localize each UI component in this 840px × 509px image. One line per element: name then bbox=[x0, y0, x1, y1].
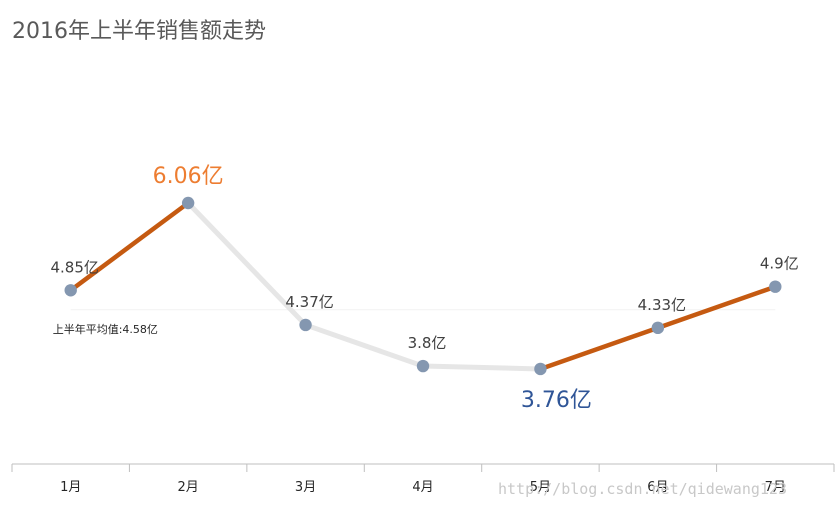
max-data-label: 6.06亿 bbox=[153, 164, 224, 189]
data-labels: 4.85亿 6.06亿 4.37亿 3.8亿 3.76亿 4.33亿 4.9亿 bbox=[51, 164, 799, 413]
x-axis: 1月 2月 3月 4月 5月 6月 7月 bbox=[11, 463, 835, 495]
data-point bbox=[534, 362, 547, 376]
data-label: 4.33亿 bbox=[638, 296, 686, 314]
x-tick-label: 4月 bbox=[412, 480, 433, 495]
data-label: 4.85亿 bbox=[51, 258, 99, 276]
x-tick-label: 1月 bbox=[60, 480, 81, 495]
x-tick-label: 2月 bbox=[178, 480, 199, 495]
watermark: http://blog.csdn.net/qidewang123 bbox=[498, 480, 787, 498]
chart-title: 2016年上半年销售额走势 bbox=[12, 19, 266, 44]
data-point bbox=[651, 321, 665, 335]
min-data-label: 3.76亿 bbox=[521, 388, 592, 413]
data-label: 3.8亿 bbox=[408, 334, 447, 352]
data-point bbox=[299, 318, 312, 332]
x-tick-label: 6月 bbox=[647, 480, 668, 495]
falling-segment bbox=[420, 363, 543, 372]
average-label: 上半年平均值:4.58亿 bbox=[53, 322, 158, 336]
data-label: 4.9亿 bbox=[760, 255, 799, 273]
rising-segment bbox=[538, 325, 661, 372]
rising-segment bbox=[655, 284, 778, 331]
series-markers bbox=[64, 196, 782, 376]
falling-segment bbox=[303, 322, 426, 369]
average-reference: 上半年平均值:4.58亿 bbox=[53, 309, 776, 336]
x-tick-label: 3月 bbox=[295, 480, 316, 495]
data-point bbox=[64, 284, 77, 297]
data-point bbox=[769, 280, 782, 293]
falling-segment bbox=[185, 200, 309, 328]
data-label: 4.37亿 bbox=[285, 293, 333, 311]
data-point bbox=[181, 196, 195, 210]
data-point bbox=[416, 359, 430, 373]
rising-segment bbox=[68, 200, 191, 293]
x-tick-label: 7月 bbox=[765, 480, 786, 495]
series-line bbox=[68, 200, 778, 372]
x-tick-label: 5月 bbox=[530, 480, 551, 495]
